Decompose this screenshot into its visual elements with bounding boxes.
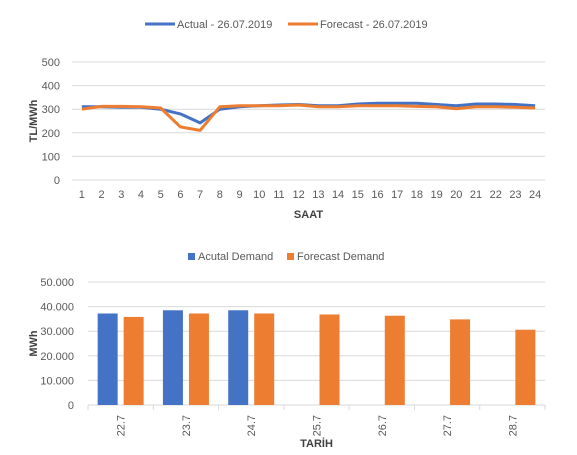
y-tick-label: 40.000 — [40, 302, 74, 314]
x-tick-label: 23.7 — [181, 415, 193, 436]
y-tick-label: 300 — [42, 104, 60, 116]
y-tick-label: 0 — [68, 400, 74, 412]
daily-demand-bar-chart: Acutal Demand Forecast Demand 0 10.000 20.00… — [28, 251, 546, 450]
x-tick-label: 1 — [79, 189, 85, 201]
legend-label-1: Actual - 26.07.2019 — [177, 19, 272, 31]
x-tick-label: 20 — [450, 189, 462, 201]
y-tick-label: 30.000 — [40, 326, 74, 338]
x-tick-label: 3 — [118, 189, 124, 201]
y-tick-label: 0 — [54, 175, 60, 187]
x-tick-label: 22 — [490, 189, 502, 201]
x-tick-label: 14 — [332, 189, 344, 201]
x-tick-label: 5 — [158, 189, 164, 201]
y-tick-label: 10.000 — [40, 375, 74, 387]
x-tick-label: 25.7 — [312, 415, 324, 436]
x-tick-label: 19 — [430, 189, 442, 201]
bar-actual — [162, 310, 183, 405]
x-tick-label: 17 — [391, 189, 403, 201]
x-tick-label: 6 — [177, 189, 183, 201]
x-tick-label: 16 — [371, 189, 383, 201]
series-line-2 — [81, 103, 536, 132]
bar-forecast — [254, 313, 275, 405]
hourly-price-line-chart: Actual - 26.07.2019 Forecast - 26.07.2019… — [28, 19, 545, 221]
y-tick-label: 500 — [42, 57, 60, 69]
legend-swatch-2 — [287, 253, 294, 260]
x-tick-label: 24.7 — [246, 415, 258, 436]
x-tick-label: 18 — [411, 189, 423, 201]
x-tick-label: 12 — [293, 189, 305, 201]
x-tick-label: 26.7 — [377, 415, 389, 436]
legend-label-2: Forecast - 26.07.2019 — [320, 19, 428, 31]
bar-forecast — [123, 316, 144, 405]
x-tick-label: 4 — [138, 189, 144, 201]
bar-forecast — [319, 314, 340, 405]
y-tick-label: 100 — [42, 151, 60, 163]
x-tick-label: 13 — [312, 189, 324, 201]
x-tick-label: 24 — [529, 189, 541, 201]
x-tick-label: 21 — [470, 189, 482, 201]
bar-actual — [228, 310, 249, 405]
x-axis-title: SAAT — [294, 209, 323, 221]
bar-forecast — [515, 329, 536, 405]
legend-swatch-1 — [188, 253, 195, 260]
x-tick-label: 9 — [236, 189, 242, 201]
y-tick-label: 50.000 — [40, 277, 74, 289]
legend-label-1: Acutal Demand — [198, 251, 273, 263]
bar-forecast — [450, 319, 471, 405]
x-tick-label: 11 — [273, 189, 284, 201]
x-tick-label: 23 — [509, 189, 521, 201]
x-tick-label: 2 — [99, 189, 105, 201]
x-tick-label: 22.7 — [116, 415, 128, 436]
x-tick-label: 28.7 — [507, 415, 519, 436]
x-axis-title: TARİH — [300, 437, 333, 450]
y-axis-title: TL/MWh — [28, 99, 40, 142]
bar-forecast — [188, 313, 209, 405]
bar-actual — [97, 313, 118, 405]
bar-forecast — [384, 315, 405, 405]
y-tick-label: 20.000 — [40, 351, 74, 363]
x-tick-label: 10 — [253, 189, 265, 201]
x-tick-label: 8 — [217, 189, 223, 201]
x-tick-label: 7 — [197, 189, 203, 201]
legend-label-2: Forecast Demand — [297, 251, 384, 263]
y-axis-title: MWh — [28, 330, 40, 357]
x-tick-label: 15 — [352, 189, 364, 201]
x-tick-label: 27.7 — [442, 415, 454, 436]
y-tick-label: 200 — [42, 128, 60, 140]
y-tick-label: 400 — [42, 81, 60, 93]
